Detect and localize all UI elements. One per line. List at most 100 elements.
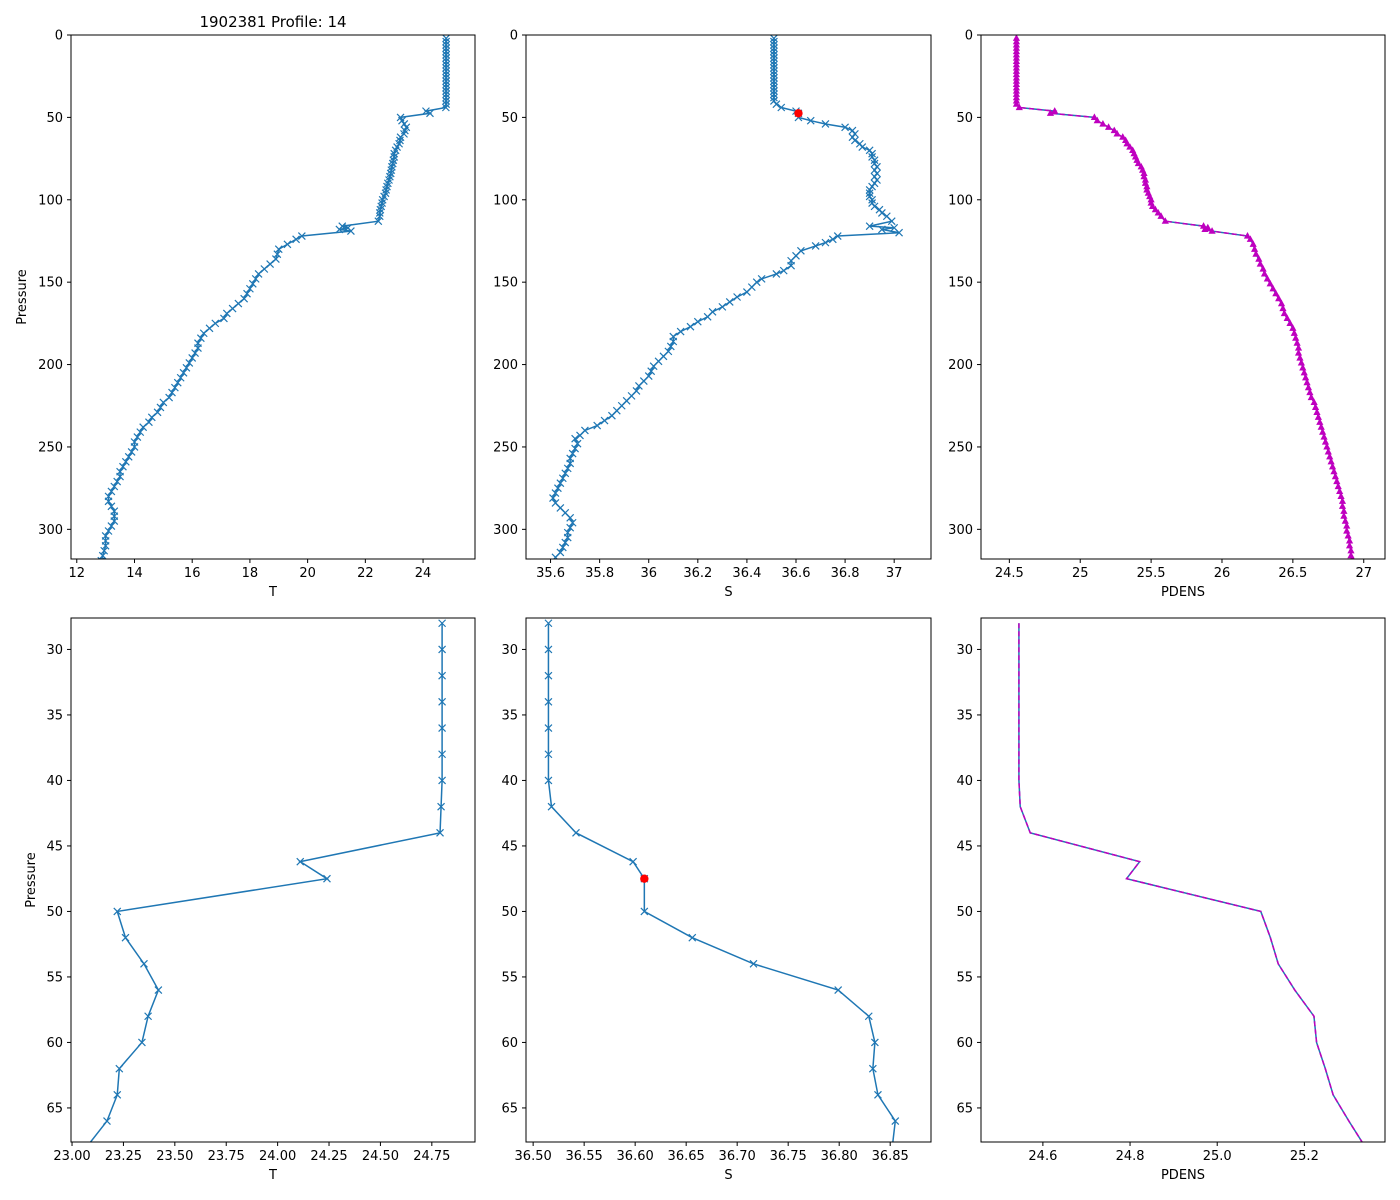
data-point-marker	[1294, 349, 1303, 356]
y-tick-label: 35	[46, 708, 63, 723]
data-point-marker	[1256, 260, 1264, 267]
data-point-marker	[558, 543, 567, 552]
x-tick-label: 22	[357, 566, 374, 581]
data-point-marker	[139, 423, 148, 432]
data-point-marker	[1337, 492, 1345, 499]
data-point-marker	[1272, 289, 1280, 297]
data-point-marker	[769, 73, 778, 82]
y-tick-label: 250	[493, 440, 518, 455]
data-point-marker	[1266, 279, 1274, 287]
x-tick-label: 25	[1072, 566, 1089, 581]
data-point-marker	[573, 439, 582, 448]
data-point-marker	[1310, 398, 1318, 406]
data-point-marker	[110, 482, 119, 491]
data-point-marker	[1320, 433, 1328, 440]
data-point-marker	[441, 103, 450, 112]
data-point-marker	[130, 443, 139, 451]
data-point-marker	[442, 37, 451, 46]
highlight-point	[640, 874, 649, 883]
y-tick-label: 40	[956, 774, 973, 789]
data-point-marker	[551, 489, 560, 498]
chart-pdens-full: 24.5 25 25.5 26 26.5 27 0 50 100 150 200 250 300 PDEN…	[948, 29, 1386, 600]
data-point-marker	[647, 367, 656, 376]
data-point-marker	[194, 344, 202, 353]
data-point-marker	[1311, 403, 1320, 411]
data-point-marker	[375, 209, 384, 217]
data-point-marker	[895, 228, 904, 237]
x-tick-label: 36.85	[872, 1149, 909, 1164]
data-point-marker	[865, 185, 874, 194]
data-point-marker	[1299, 363, 1307, 371]
data-point-marker	[248, 279, 257, 288]
data-point-marker	[1343, 526, 1351, 534]
data-point-marker	[769, 80, 778, 89]
data-point-marker	[113, 477, 122, 486]
y-tick-label: 0	[55, 29, 63, 44]
data-point-marker	[426, 109, 434, 118]
data-point-marker	[442, 73, 451, 82]
data-point-marker	[1341, 517, 1349, 524]
data-point-marker	[1051, 107, 1059, 114]
data-point-marker	[1148, 202, 1157, 209]
y-tick-label: 65	[956, 1101, 973, 1116]
data-point-marker	[742, 288, 751, 296]
y-tick-label: 50	[46, 905, 63, 920]
data-point-marker	[877, 209, 886, 217]
data-point-marker	[115, 1064, 124, 1073]
x-tick-label: 36.4	[732, 566, 761, 581]
data-point-marker	[1307, 393, 1315, 401]
data-point-marker	[442, 35, 451, 43]
x-tick-label: 36.80	[821, 1149, 858, 1164]
data-point-marker	[718, 302, 727, 311]
data-point-marker	[769, 35, 778, 43]
y-tick-label: 30	[46, 643, 63, 658]
y-tick-label: 40	[501, 774, 518, 789]
x-tick-label: 36	[640, 566, 657, 581]
data-point-marker	[1161, 217, 1169, 224]
data-point-marker	[1316, 418, 1324, 425]
x-tick-label: 23.25	[105, 1149, 142, 1164]
data-point-marker	[549, 494, 557, 502]
data-point-marker	[154, 986, 163, 994]
data-point-marker	[1260, 269, 1269, 277]
data-point-marker	[749, 959, 758, 968]
data-point-marker	[769, 47, 778, 56]
x-tick-label: 25.5	[1137, 566, 1166, 581]
axes-frame	[70, 34, 476, 560]
data-point-marker	[1306, 388, 1314, 396]
data-point-marker	[1303, 378, 1311, 386]
data-point-marker	[438, 619, 447, 628]
data-point-marker	[1300, 368, 1308, 376]
data-point-marker	[1296, 353, 1304, 361]
data-point-marker	[274, 245, 283, 254]
y-tick-label: 35	[956, 708, 973, 723]
x-tick-label: 25.0	[1203, 1149, 1232, 1164]
data-point-marker	[442, 44, 451, 53]
data-point-marker	[1286, 319, 1294, 326]
data-point-marker	[868, 149, 877, 158]
y-tick-label: 100	[38, 193, 63, 208]
y-tick-label: 55	[956, 970, 973, 985]
highlight-point	[794, 109, 803, 118]
data-point-marker	[185, 358, 194, 367]
data-point-marker	[182, 363, 191, 372]
data-point-marker	[561, 538, 570, 547]
x-axis-label: T	[268, 1168, 277, 1183]
plot-area	[1018, 623, 1363, 1142]
data-point-marker	[159, 398, 168, 407]
data-point-marker	[769, 60, 778, 69]
data-point-marker	[865, 189, 874, 198]
data-point-marker	[100, 546, 109, 555]
y-tick-label: 50	[501, 111, 518, 126]
y-tick-label: 300	[493, 523, 518, 538]
axes-frame	[980, 34, 1386, 560]
x-tick-label: 36.50	[515, 1149, 552, 1164]
data-point-marker	[1208, 227, 1216, 234]
data-point-marker	[1304, 383, 1313, 391]
data-point-marker	[571, 434, 580, 443]
data-point-marker	[772, 270, 781, 278]
data-point-marker	[568, 449, 577, 458]
x-tick-label: 24.5	[995, 566, 1024, 581]
data-point-marker	[1201, 225, 1209, 233]
data-point-marker	[136, 428, 145, 437]
